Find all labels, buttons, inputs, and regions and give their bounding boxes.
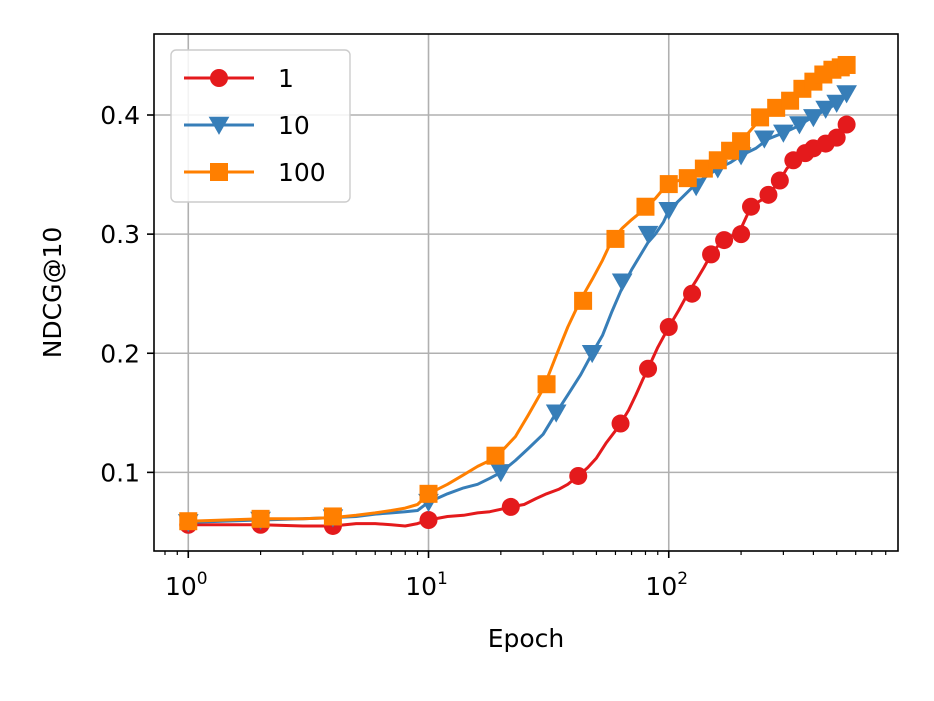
ticks: 100 101 102 0.1 0.2 0.3 0.4	[100, 101, 887, 601]
data-point-marker	[732, 132, 751, 151]
series-layer	[177, 55, 857, 535]
data-point-marker	[659, 175, 678, 194]
data-point-marker	[251, 509, 270, 528]
x-tick-label: 102	[645, 569, 688, 601]
data-point-marker	[702, 245, 721, 264]
data-point-marker	[179, 512, 198, 531]
data-point-marker	[323, 507, 342, 526]
data-point-marker	[569, 466, 588, 485]
data-point-marker	[611, 414, 630, 433]
y-tick-label: 0.3	[100, 220, 140, 249]
data-point-marker	[742, 197, 761, 216]
data-point-marker	[837, 55, 856, 74]
data-point-marker	[537, 375, 556, 394]
data-point-marker	[210, 163, 228, 181]
legend-label-100: 100	[278, 158, 326, 187]
x-tick-label: 101	[405, 569, 448, 601]
data-point-marker	[789, 116, 810, 135]
data-point-marker	[637, 225, 659, 244]
data-point-marker	[803, 109, 824, 128]
x-axis-label: Epoch	[488, 624, 565, 653]
data-point-marker	[759, 185, 778, 204]
legend-label-1: 1	[278, 64, 294, 93]
y-axis-label: NDCG@10	[38, 227, 67, 359]
data-point-marker	[767, 98, 786, 117]
data-point-marker	[815, 100, 837, 119]
data-point-marker	[639, 359, 658, 378]
data-point-marker	[678, 169, 697, 188]
legend-label-10: 10	[278, 111, 310, 140]
data-point-marker	[826, 94, 848, 113]
data-point-marker	[659, 318, 678, 337]
data-point-marker	[490, 464, 512, 483]
data-point-marker	[836, 85, 857, 104]
data-point-marker	[837, 115, 856, 134]
y-tick-label: 0.1	[100, 458, 140, 487]
data-point-marker	[751, 108, 770, 127]
data-point-marker	[715, 231, 734, 250]
y-tick-label: 0.2	[100, 339, 140, 368]
data-point-marker	[773, 124, 794, 143]
data-point-marker	[683, 284, 702, 303]
data-point-marker	[208, 116, 230, 135]
data-point-marker	[606, 229, 625, 248]
data-point-marker	[694, 159, 713, 178]
x-tick-label: 100	[165, 569, 208, 601]
data-point-marker	[486, 446, 505, 465]
legend: 1 10 100	[170, 49, 351, 203]
series-100	[179, 55, 856, 531]
series-1	[179, 115, 856, 535]
data-point-marker	[419, 484, 438, 503]
data-point-marker	[210, 69, 228, 87]
data-point-marker	[611, 273, 633, 292]
data-point-marker	[501, 497, 520, 516]
y-tick-label: 0.4	[100, 101, 140, 130]
data-point-marker	[754, 130, 775, 149]
data-point-marker	[827, 128, 846, 147]
plot-frame	[153, 33, 899, 552]
data-point-marker	[658, 202, 680, 221]
data-point-marker	[545, 404, 567, 423]
data-point-marker	[636, 197, 655, 216]
data-point-marker	[770, 171, 789, 190]
data-point-marker	[574, 291, 593, 310]
data-point-marker	[581, 344, 603, 364]
data-point-marker	[732, 225, 751, 244]
data-point-marker	[419, 511, 438, 530]
